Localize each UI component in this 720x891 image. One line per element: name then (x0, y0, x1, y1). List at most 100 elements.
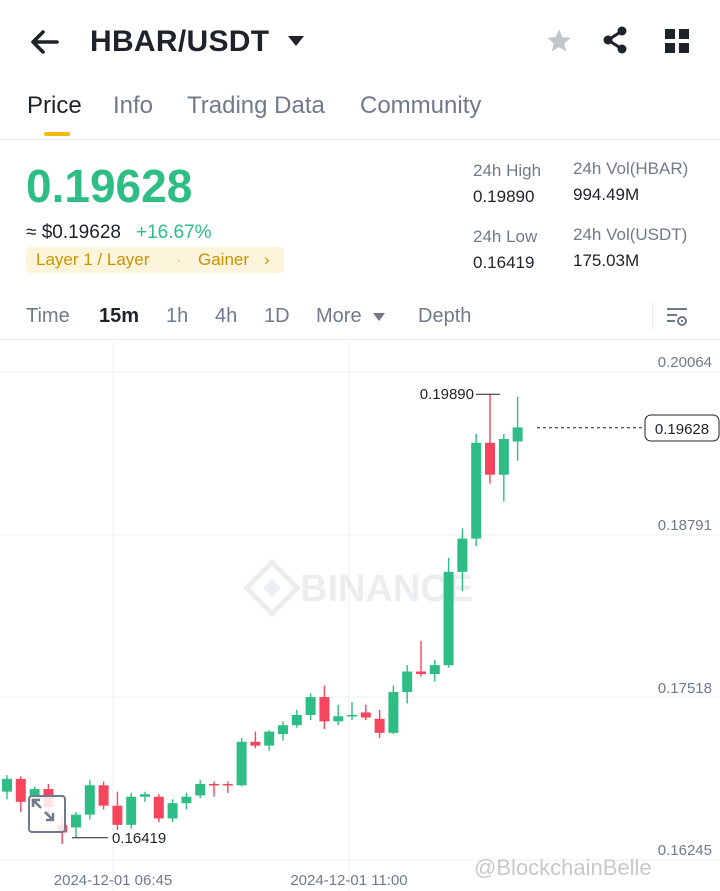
chart-settings-button[interactable] (664, 304, 690, 330)
candle-body (402, 671, 413, 692)
candle (374, 709, 385, 738)
pair-title[interactable]: HBAR/USDT (90, 25, 270, 58)
candle (98, 781, 109, 810)
tab-community[interactable]: Community (360, 92, 482, 119)
creator-watermark: @BlockchainBelle (474, 855, 652, 880)
candle-body (126, 796, 137, 825)
share-button[interactable] (598, 22, 632, 58)
candle (402, 665, 413, 704)
candle (167, 799, 178, 823)
candle (333, 704, 344, 726)
candle-body (429, 665, 440, 675)
candle (457, 528, 468, 592)
candle-body (264, 731, 275, 746)
tab-trading-data[interactable]: Trading Data (187, 92, 325, 119)
candle (512, 396, 523, 461)
candle-body (84, 785, 95, 815)
interval-15m[interactable]: 15m (99, 305, 140, 327)
last-price-label: 0.19628 (655, 421, 709, 438)
candle-body (181, 796, 192, 804)
x-tick-label: 2024-12-01 11:00 (290, 872, 407, 889)
favorite-button[interactable] (542, 24, 576, 58)
share-icon (603, 26, 627, 54)
more-menu-button[interactable] (660, 24, 694, 58)
usd-price: ≈ $0.19628 (26, 222, 121, 243)
interval-depth[interactable]: Depth (418, 305, 472, 327)
candle (319, 685, 330, 730)
candle-body (222, 783, 233, 786)
candle-body (360, 712, 371, 718)
expand-icon (31, 798, 55, 822)
candle (140, 791, 150, 802)
candle (443, 557, 454, 668)
candle-body (195, 783, 206, 796)
candle-body (112, 805, 123, 825)
pair-selector-button[interactable] (284, 29, 308, 53)
candle (485, 394, 495, 484)
candle (2, 775, 12, 800)
y-tick-label: 0.17518 (658, 680, 712, 697)
vol-quote-value: 175.03M (573, 251, 640, 270)
candle-body (374, 718, 385, 733)
interval-more[interactable]: More (316, 304, 386, 328)
y-tick-label: 0.16245 (658, 842, 712, 859)
vol-base-value: 994.49M (573, 185, 640, 204)
page-tabs: Price Info Trading Data Community (0, 84, 720, 140)
tab-info[interactable]: Info (113, 92, 154, 119)
candle-body (471, 442, 482, 539)
y-tick-label: 0.18791 (658, 517, 712, 534)
vol-base-label: 24h Vol(HBAR) (573, 159, 689, 178)
binance-logo-watermark: BINANCE (243, 559, 473, 617)
candle (305, 693, 316, 721)
candle-body (498, 438, 509, 475)
high-value: 0.19890 (473, 187, 535, 206)
candle (181, 792, 192, 810)
candle (347, 702, 357, 721)
interval-divider (652, 302, 653, 330)
candle-body (140, 794, 150, 797)
last-price-box (644, 414, 720, 442)
candle (429, 660, 440, 682)
interval-more-label: More (316, 305, 362, 327)
top-bar: HBAR/USDT (0, 0, 720, 84)
x-tick-label: 2024-12-01 06:45 (54, 872, 172, 889)
high-label: 24h High (473, 161, 542, 180)
candle (250, 731, 261, 749)
candle-body (291, 714, 302, 726)
grid-icon (665, 29, 689, 53)
interval-1d[interactable]: 1D (264, 305, 290, 327)
candle (388, 685, 399, 735)
tab-price[interactable]: Price (27, 92, 82, 119)
candle (112, 791, 123, 830)
candle-body (305, 697, 316, 715)
chevron-right-icon: › (264, 250, 270, 269)
candle-body (236, 741, 247, 786)
interval-time[interactable]: Time (26, 305, 70, 327)
interval-bar: Time 15m 1h 4h 1D More Depth (0, 292, 720, 340)
candle (84, 780, 95, 820)
candle (15, 776, 26, 813)
expand-chart-button[interactable] (28, 795, 66, 833)
category-tag[interactable]: Layer 1 / Layer · Gainer › (26, 247, 284, 273)
candle (236, 737, 247, 787)
candle (71, 812, 81, 838)
candle-body (278, 725, 288, 735)
candle-body (209, 783, 219, 786)
back-button[interactable] (22, 22, 66, 62)
candlestick-chart[interactable]: BINANCE 0.20064 0.18791 0.17518 0.16245 … (0, 342, 720, 891)
candle (416, 640, 426, 677)
candle-body (512, 427, 523, 442)
candle (278, 721, 288, 741)
tag-gainer-label: Gainer (198, 250, 250, 269)
candle (195, 780, 206, 799)
low-value: 0.16419 (473, 253, 535, 272)
y-tick-label: 0.20064 (658, 354, 712, 371)
tag-separator: · (176, 250, 182, 269)
low-marker-label: 0.16419 (112, 830, 166, 847)
interval-1h[interactable]: 1h (166, 305, 189, 327)
candle-body (250, 741, 261, 746)
candle (360, 704, 371, 721)
candle (126, 792, 137, 829)
candle-body (347, 714, 357, 717)
interval-4h[interactable]: 4h (215, 305, 238, 327)
